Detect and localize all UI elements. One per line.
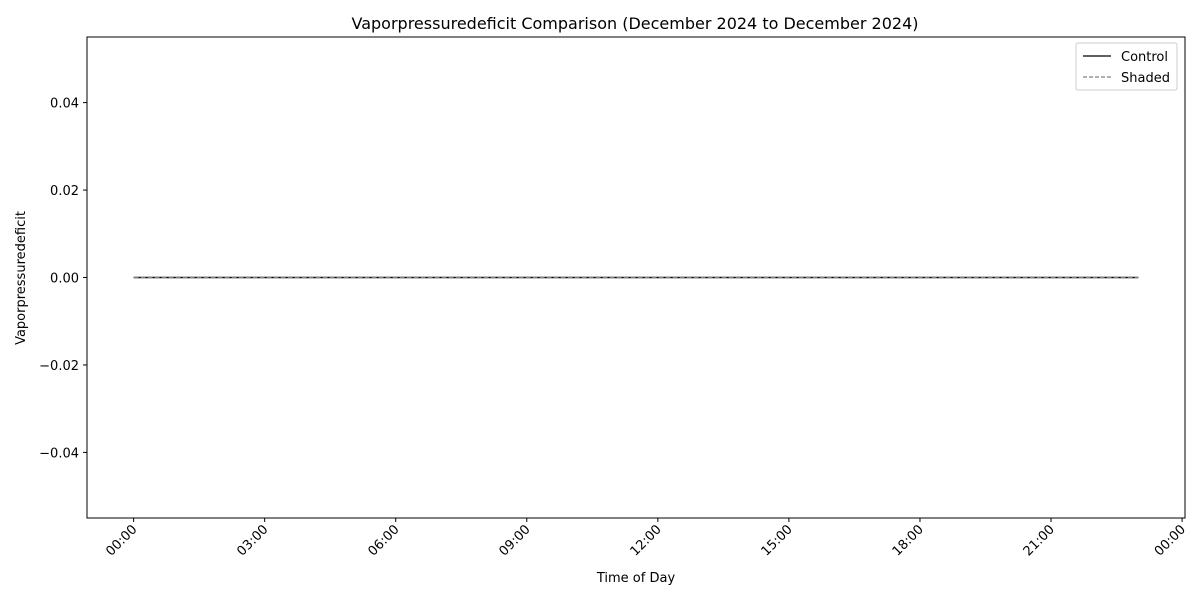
chart-title: Vaporpressuredeficit Comparison (Decembe… bbox=[352, 14, 919, 33]
legend: Control Shaded bbox=[1075, 42, 1178, 91]
x-tick-label: 09:00 bbox=[497, 522, 534, 559]
x-tick-label: 21:00 bbox=[1021, 522, 1058, 559]
x-tick-label: 00:00 bbox=[1152, 522, 1189, 559]
legend-label-shaded: Shaded bbox=[1121, 71, 1170, 86]
y-tick-label: −0.04 bbox=[39, 446, 79, 461]
y-tick-label: 0.04 bbox=[50, 97, 79, 112]
y-axis-label: Vaporpressuredeficit bbox=[14, 211, 29, 345]
y-tick-label: −0.02 bbox=[39, 359, 79, 374]
x-tick-label: 15:00 bbox=[759, 522, 796, 559]
y-tick-label: 0.02 bbox=[50, 184, 79, 199]
x-axis-label: Time of Day bbox=[596, 571, 676, 586]
legend-label-control: Control bbox=[1121, 50, 1168, 65]
y-axis-ticks: −0.04 −0.02 0.00 0.02 0.04 bbox=[39, 97, 87, 461]
x-tick-label: 18:00 bbox=[890, 522, 927, 559]
x-axis-ticks: 00:00 03:00 06:00 09:00 12:00 15:00 18:00 21:00… bbox=[103, 518, 1189, 559]
x-tick-label: 00:00 bbox=[103, 522, 140, 559]
x-tick-label: 03:00 bbox=[234, 522, 271, 559]
x-tick-label: 06:00 bbox=[365, 522, 402, 559]
legend-box bbox=[1075, 42, 1178, 91]
y-tick-label: 0.00 bbox=[50, 272, 79, 287]
x-tick-label: 12:00 bbox=[628, 522, 665, 559]
